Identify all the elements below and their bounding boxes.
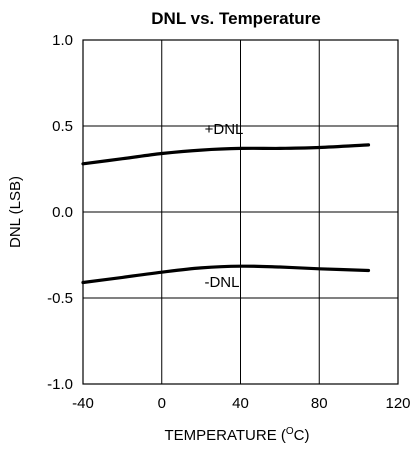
- y-axis-label: DNL (LSB): [7, 176, 24, 248]
- y-tick-label: 1.0: [52, 32, 73, 49]
- x-axis-label-text: TEMPERATURE (: [164, 427, 285, 444]
- x-tick-label: 120: [385, 395, 410, 412]
- series-label-plus-dnl: +DNL: [205, 121, 244, 138]
- y-tick-labels: 1.0 0.5 0.0 -0.5 -1.0: [47, 32, 73, 393]
- series-layer: [81, 143, 371, 285]
- x-axis-label: TEMPERATURE (OC): [164, 426, 309, 444]
- series-label-minus-dnl: -DNL: [204, 274, 239, 291]
- y-tick-label: 0.5: [52, 118, 73, 135]
- x-axis-label-superscript: O: [286, 426, 294, 437]
- x-tick-label: 80: [311, 395, 328, 412]
- chart-title: DNL vs. Temperature: [151, 9, 320, 28]
- y-tick-label: -1.0: [47, 376, 73, 393]
- x-tick-label: 40: [232, 395, 249, 412]
- y-tick-label: -0.5: [47, 290, 73, 307]
- grid-lines: [83, 40, 398, 384]
- series-line-minus-dnl: [81, 264, 371, 285]
- x-tick-label: -40: [72, 395, 94, 412]
- plot-frame: [82, 39, 399, 385]
- x-tick-label: 0: [158, 395, 166, 412]
- y-tick-label: 0.0: [52, 204, 73, 221]
- x-axis-label-unit: C): [294, 427, 310, 444]
- series-line-plus-dnl: [81, 143, 371, 166]
- x-tick-labels: -40 0 40 80 120: [72, 395, 410, 412]
